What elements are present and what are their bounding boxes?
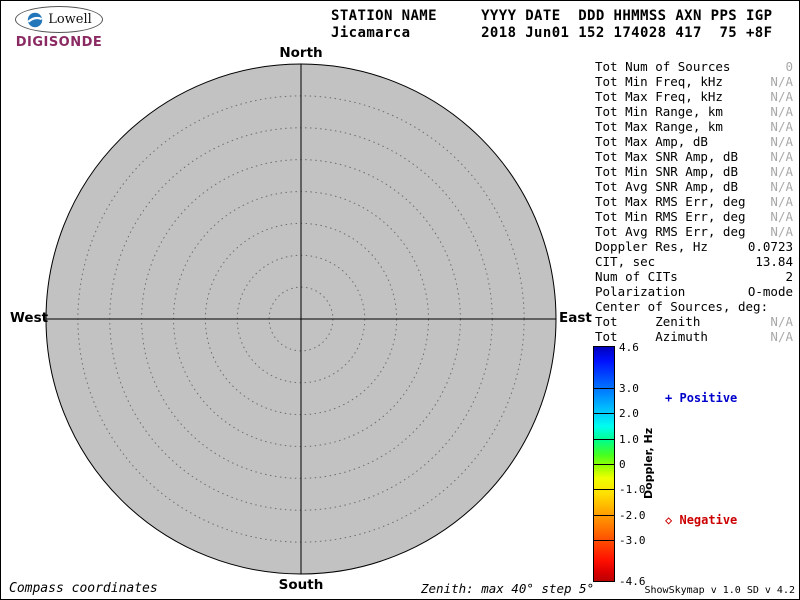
stat-row: Tot Max RMS Err, deg N/A bbox=[595, 194, 793, 209]
stat-row: Polarization O-mode bbox=[595, 284, 793, 299]
legend-negative-label: Negative bbox=[679, 513, 738, 527]
compass-label-south: South bbox=[278, 577, 324, 593]
colorbar-tick bbox=[594, 388, 614, 389]
compass-label-west: West bbox=[10, 310, 49, 326]
colorbar-tick-label: 4.6 bbox=[619, 341, 639, 354]
colorbar-tick bbox=[594, 489, 614, 490]
colorbar-tick bbox=[594, 540, 614, 541]
colorbar-tick bbox=[594, 439, 614, 440]
stat-row: Tot Azimuth N/A bbox=[595, 329, 793, 344]
colorbar-tick-label: -3.0 bbox=[619, 534, 646, 547]
stat-value: O-mode bbox=[747, 284, 793, 299]
stat-value: 0.0723 bbox=[747, 239, 793, 254]
legend-positive: + Positive bbox=[665, 391, 737, 405]
stat-value: N/A bbox=[770, 134, 793, 149]
stat-label: Polarization bbox=[595, 284, 686, 299]
stat-row: Tot Max Freq, kHz N/A bbox=[595, 89, 793, 104]
stat-label: Tot Min Range, km bbox=[595, 104, 723, 119]
colorbar-tick-label: -4.6 bbox=[619, 575, 646, 588]
lowell-logo-oval: Lowell bbox=[15, 6, 103, 33]
stat-row: Tot Zenith N/A bbox=[595, 314, 793, 329]
stat-label: Tot Max Amp, dB bbox=[595, 134, 708, 149]
lowell-wordmark: Lowell bbox=[48, 12, 92, 27]
stat-value: N/A bbox=[770, 74, 793, 89]
stat-value: N/A bbox=[770, 104, 793, 119]
colorbar-tick bbox=[594, 515, 614, 516]
stat-row: Doppler Res, Hz 0.0723 bbox=[595, 239, 793, 254]
legend-negative: ◇ Negative bbox=[665, 513, 737, 527]
stat-label: CIT, sec bbox=[595, 254, 656, 269]
digisonde-wordmark: DIGISONDE bbox=[15, 35, 103, 50]
coordinates-caption: Compass coordinates bbox=[9, 581, 158, 596]
lowell-globe-icon bbox=[27, 12, 43, 27]
stat-row: Tot Min Range, km N/A bbox=[595, 104, 793, 119]
stats-panel: Tot Num of Sources 0 Tot Min Freq, kHz N/A T… bbox=[595, 59, 793, 344]
stat-label: Tot Max Range, km bbox=[595, 119, 723, 134]
colorbar-tick-label: 3.0 bbox=[619, 382, 639, 395]
zenith-scale-caption: Zenith: max 40° step 5° bbox=[421, 581, 595, 596]
stat-value: N/A bbox=[770, 149, 793, 164]
stat-value: N/A bbox=[770, 194, 793, 209]
stat-value: N/A bbox=[770, 89, 793, 104]
stat-row: Tot Num of Sources 0 bbox=[595, 59, 793, 74]
colorbar-tick-label: 0 bbox=[619, 458, 626, 471]
stat-value: N/A bbox=[770, 209, 793, 224]
colorbar-tick-label: -1.0 bbox=[619, 483, 646, 496]
colorbar: 4.6 3.0 2.0 1.0 0 -1.0 -2.0 -3.0 -4.6 bbox=[593, 341, 646, 588]
stat-row: Tot Max SNR Amp, dB N/A bbox=[595, 149, 793, 164]
stat-row: Num of CITs 2 bbox=[595, 269, 793, 284]
station-header-fields: STATION NAME YYYY DATE DDD HHMMSS AXN PP… bbox=[331, 8, 773, 24]
stat-row: Tot Min RMS Err, deg N/A bbox=[595, 209, 793, 224]
stat-label: Tot Max Freq, kHz bbox=[595, 89, 723, 104]
stat-value: 2 bbox=[785, 269, 793, 284]
colorbar-title: Doppler, Hz bbox=[642, 427, 655, 499]
station-header: STATION NAME YYYY DATE DDD HHMMSS AXN PP… bbox=[331, 8, 772, 42]
stat-value: N/A bbox=[770, 314, 793, 329]
stat-label: Num of CITs bbox=[595, 269, 678, 284]
compass-label-east: East bbox=[559, 310, 592, 326]
stat-label: Tot Min RMS Err, deg bbox=[595, 209, 746, 224]
stat-label: Doppler Res, Hz bbox=[595, 239, 708, 254]
stat-row: Tot Min Freq, kHz N/A bbox=[595, 74, 793, 89]
stat-value: N/A bbox=[770, 179, 793, 194]
colorbar-tick-label: 2.0 bbox=[619, 407, 639, 420]
diamond-icon: ◇ bbox=[665, 513, 673, 527]
stat-label: Tot Avg RMS Err, deg bbox=[595, 224, 746, 239]
stat-label: Tot Num of Sources bbox=[595, 59, 731, 74]
stat-label: Tot Zenith bbox=[595, 314, 701, 329]
stat-row: Tot Avg RMS Err, deg N/A bbox=[595, 224, 793, 239]
stat-row: Tot Max Range, km N/A bbox=[595, 119, 793, 134]
stat-value: N/A bbox=[770, 224, 793, 239]
stat-label: Center of Sources, deg: bbox=[595, 299, 769, 314]
stat-value: N/A bbox=[770, 119, 793, 134]
colorbar-tick bbox=[594, 413, 614, 414]
stat-row: Tot Max Amp, dB N/A bbox=[595, 134, 793, 149]
stat-label: Tot Max SNR Amp, dB bbox=[595, 149, 738, 164]
stat-row: CIT, sec 13.84 bbox=[595, 254, 793, 269]
stat-label: Tot Min SNR Amp, dB bbox=[595, 164, 738, 179]
colorbar-tick-label: 1.0 bbox=[619, 433, 639, 446]
stat-value: N/A bbox=[770, 164, 793, 179]
stat-row: Tot Avg SNR Amp, dB N/A bbox=[595, 179, 793, 194]
stat-row: Center of Sources, deg: bbox=[595, 299, 793, 314]
stat-label: Tot Avg SNR Amp, dB bbox=[595, 179, 738, 194]
stat-value: 0 bbox=[785, 59, 793, 74]
station-header-values: Jicamarca 2018 Jun01 152 174028 417 75 +… bbox=[331, 25, 773, 41]
stat-label: Tot Max RMS Err, deg bbox=[595, 194, 746, 209]
stat-label: Tot Azimuth bbox=[595, 329, 708, 344]
stat-label: Tot Min Freq, kHz bbox=[595, 74, 723, 89]
colorbar-tick bbox=[594, 464, 614, 465]
colorbar-tick-label: -2.0 bbox=[619, 509, 646, 522]
compass-label-north: North bbox=[279, 45, 323, 61]
stat-value: N/A bbox=[770, 329, 793, 344]
lowell-digisonde-logo: Lowell DIGISONDE bbox=[9, 6, 109, 50]
stat-value: 13.84 bbox=[755, 254, 793, 269]
stat-row: Tot Min SNR Amp, dB N/A bbox=[595, 164, 793, 179]
plus-icon: + bbox=[665, 391, 673, 405]
version-caption: ShowSkymap v 1.0 SD v 4.2 bbox=[644, 585, 795, 596]
legend-positive-label: Positive bbox=[679, 391, 738, 405]
